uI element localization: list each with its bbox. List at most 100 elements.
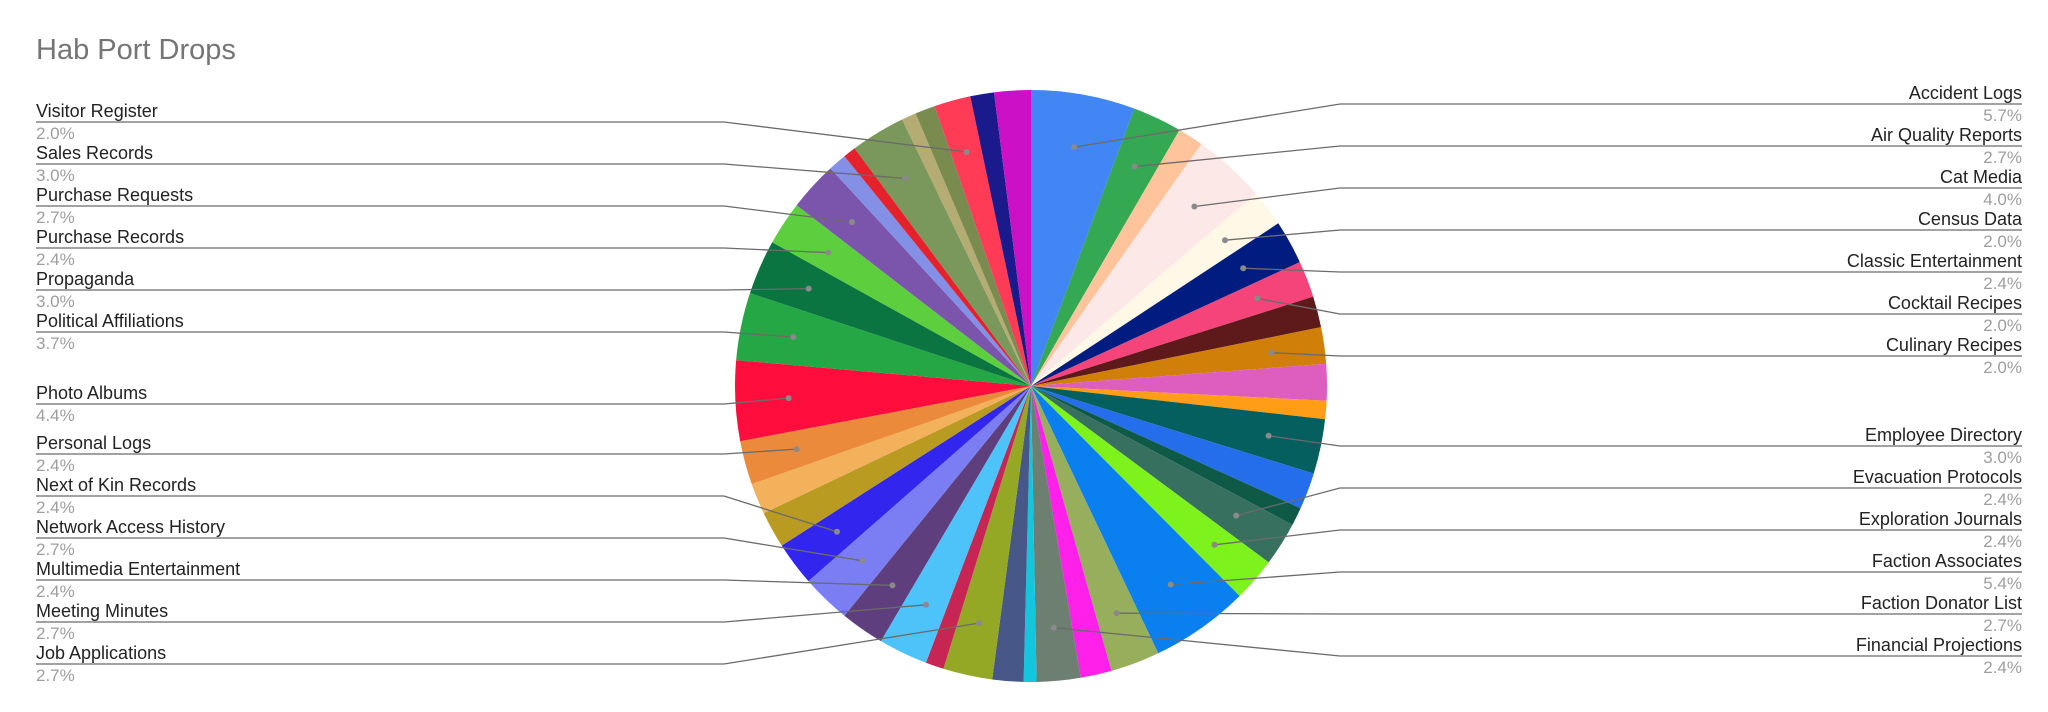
slice-visitor-register [934,96,1031,386]
leader-line-air-quality-reports [1134,145,2022,168]
slice-percent-purchase-records: 2.4% [36,250,75,269]
slice-label-network-access-history: Network Access History [36,517,225,537]
leader-dot-political-affiliations [790,334,797,340]
leader-dot-next-of-kin-records [834,528,840,535]
leader-dot-exploration-journals [1211,541,1218,548]
slice-exploration-journals [1031,386,1269,596]
leader-dot-faction-associates [1167,581,1174,588]
leader-line-network-access-history [36,537,863,562]
slice-percent-census-data: 2.0% [1983,232,2022,251]
slice-unlabeled-36 [830,156,1031,386]
slice-percent-air-quality-reports: 2.7% [1983,148,2022,167]
slice-classic-entertainment [1031,223,1300,386]
slice-percent-personal-logs: 2.4% [36,456,75,475]
slice-accident-logs [1031,90,1135,386]
leader-line-political-affiliations [36,331,794,338]
leader-line-classic-entertainment [1243,267,2022,273]
slice-unlabeled-10 [1031,386,1327,420]
chart-title: Hab Port Drops [36,34,236,66]
slice-unlabeled-37 [844,148,1031,386]
leader-line-photo-albums [36,397,789,405]
slice-unlabeled-20 [1023,386,1037,683]
leader-line-job-applications [36,622,980,665]
slice-cocktail-recipes [1031,262,1314,386]
slice-label-purchase-requests: Purchase Requests [36,185,193,205]
slice-culinary-recipes [1031,327,1327,386]
slice-cat-media [1031,143,1257,386]
slice-percent-next-of-kin-records: 2.4% [36,498,75,517]
slice-percent-purchase-requests: 2.7% [36,208,75,227]
slice-political-affiliations [736,293,1031,386]
slice-unlabeled-23 [925,386,1031,669]
slice-next-of-kin-records [781,386,1031,582]
slice-label-photo-albums: Photo Albums [36,383,147,403]
leader-line-purchase-requests [36,205,853,223]
slice-label-cat-media: Cat Media [1940,167,2023,187]
leader-dot-faction-donator-list [1113,610,1120,617]
leader-dot-cat-media [1191,203,1198,210]
slice-label-financial-projections: Financial Projections [1856,635,2022,655]
leader-line-meeting-minutes [36,604,927,623]
leader-dot-sales-records [902,175,909,182]
leader-dot-culinary-recipes [1268,349,1275,356]
slice-evacuation-protocols [1031,386,1293,563]
leader-dot-classic-entertainment [1240,265,1247,272]
slice-unlabeled-9 [1031,363,1328,401]
slice-unlabeled-42 [970,92,1031,386]
leader-dot-personal-logs [793,446,800,453]
slice-label-classic-entertainment: Classic Entertainment [1847,251,2022,271]
leader-dot-accident-logs [1071,144,1078,151]
slice-percent-faction-associates: 5.4% [1983,574,2022,593]
slice-percent-financial-projections: 2.4% [1983,658,2022,677]
pie-slices [735,90,1328,683]
slice-job-applications [943,386,1031,680]
leader-dot-multimedia-entertainment [889,582,896,589]
leader-line-propaganda [36,287,809,291]
slice-unlabeled-13 [1031,386,1301,525]
slice-personal-logs [740,386,1031,485]
slice-financial-projections [1031,386,1081,682]
leader-dot-census-data [1222,237,1228,244]
label-leaders [36,103,2022,665]
slice-label-sales-records: Sales Records [36,143,153,163]
slice-percent-photo-albums: 4.4% [36,406,75,425]
leader-line-faction-donator-list [1116,612,2022,615]
slice-photo-albums [735,360,1031,442]
leader-dot-purchase-requests [849,219,855,226]
slice-label-accident-logs: Accident Logs [1909,83,2022,103]
leader-dot-visitor-register [963,149,970,155]
leader-dot-employee-directory [1265,432,1272,439]
slice-label-propaganda: Propaganda [36,269,135,289]
slice-percent-job-applications: 2.7% [36,666,75,685]
leader-line-next-of-kin-records [36,495,838,533]
leader-line-cocktail-recipes [1257,297,2022,315]
slice-label-census-data: Census Data [1918,209,2023,229]
leader-line-purchase-records [36,247,829,254]
slice-propaganda [749,242,1031,386]
slice-percent-sales-records: 3.0% [36,166,75,185]
slice-percent-propaganda: 3.0% [36,292,75,311]
leader-line-visitor-register [36,121,967,153]
slice-percent-culinary-recipes: 2.0% [1983,358,2022,377]
slice-air-quality-reports [1031,108,1180,386]
slice-percent-evacuation-protocols: 2.4% [1983,490,2022,509]
slice-label-political-affiliations: Political Affiliations [36,311,184,331]
slice-label-visitor-register: Visitor Register [36,101,158,121]
leader-line-cat-media [1194,187,2022,208]
slice-percent-classic-entertainment: 2.4% [1983,274,2022,293]
slice-label-meeting-minutes: Meeting Minutes [36,601,168,621]
leader-line-faction-associates [1170,571,2022,586]
leader-dot-photo-albums [785,395,792,402]
slice-percent-multimedia-entertainment: 2.4% [36,582,75,601]
slice-percent-cat-media: 4.0% [1983,190,2022,209]
leader-dot-purchase-records [825,249,832,256]
slice-percent-visitor-register: 2.0% [36,124,75,143]
slice-label-multimedia-entertainment: Multimedia Entertainment [36,559,240,579]
slice-unlabeled-7 [1031,296,1322,386]
slice-label-purchase-records: Purchase Records [36,227,184,247]
leader-line-accident-logs [1073,103,2022,148]
leader-dot-job-applications [976,620,982,627]
leader-dot-network-access-history [859,557,866,564]
slice-percent-meeting-minutes: 2.7% [36,624,75,643]
leader-dot-evacuation-protocols [1233,512,1240,519]
